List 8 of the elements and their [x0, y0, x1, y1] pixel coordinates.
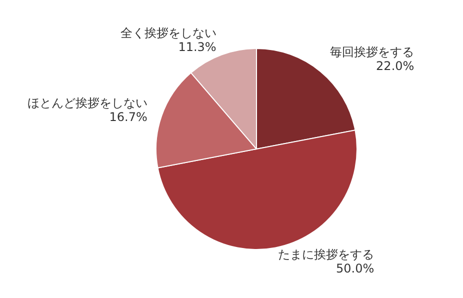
data-label: 50.0%	[336, 262, 374, 276]
slice-label: 全く挨拶をしない	[120, 26, 216, 40]
slice-label: たまに挨拶をする	[278, 248, 374, 262]
data-label: 16.7%	[109, 110, 148, 124]
data-label: 22.0%	[376, 59, 414, 74]
data-label: 11.3%	[178, 40, 216, 54]
slice-label: 毎回挨拶をする	[330, 45, 414, 60]
slice-label: ほとんど挨拶をしない	[27, 96, 148, 110]
